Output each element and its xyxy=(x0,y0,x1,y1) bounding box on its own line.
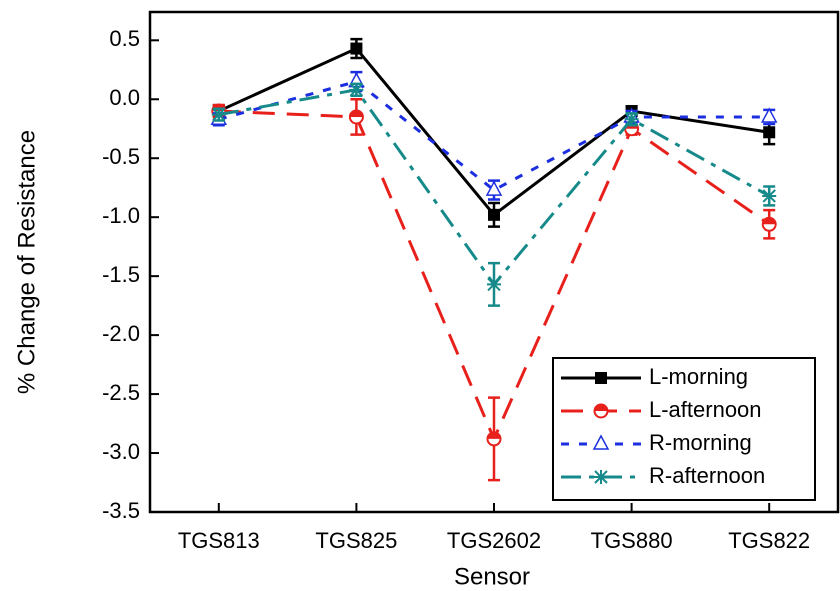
y-tick-label: -2.0 xyxy=(102,321,140,346)
marker-star xyxy=(762,188,777,203)
marker xyxy=(211,107,226,122)
marker xyxy=(348,109,364,125)
marker xyxy=(350,42,363,55)
legend: L-morning L-afternoon R-morning R-afternoon xyxy=(552,357,816,501)
marker-star xyxy=(594,470,608,484)
x-tick-label: TGS2602 xyxy=(447,528,541,553)
y-tick-label: -3.0 xyxy=(102,439,140,464)
y-tick-label: 0.5 xyxy=(109,26,140,51)
marker xyxy=(624,112,639,127)
legend-label: R-morning xyxy=(649,430,752,455)
marker xyxy=(487,277,501,292)
marker-half xyxy=(349,110,363,117)
marker xyxy=(485,180,503,196)
marker xyxy=(349,82,364,97)
legend-label: L-afternoon xyxy=(649,397,762,422)
x-tick-label: TGS822 xyxy=(728,528,810,553)
y-tick-label: -2.5 xyxy=(102,380,140,405)
y-tick-label: -0.5 xyxy=(102,144,140,169)
y-tick-label: 0.0 xyxy=(109,85,140,110)
marker xyxy=(760,107,778,123)
x-tick-label: TGS880 xyxy=(591,528,673,553)
marker-star xyxy=(211,107,226,122)
marker-square xyxy=(488,208,500,221)
marker xyxy=(593,403,609,419)
x-tick-label: TGS813 xyxy=(178,528,260,553)
marker xyxy=(594,470,608,484)
y-tick-label: -1.5 xyxy=(102,262,140,287)
y-axis-title: % Change of Resistance xyxy=(13,130,40,394)
marker-triangle xyxy=(592,434,610,450)
marker-star xyxy=(349,82,364,97)
marker-triangle xyxy=(485,180,503,196)
marker-half xyxy=(594,404,608,411)
marker xyxy=(488,208,500,221)
y-tick-label: -3.5 xyxy=(102,498,140,523)
marker-square xyxy=(763,126,776,139)
marker-square xyxy=(350,42,363,55)
legend-label: R-afternoon xyxy=(649,463,765,488)
marker xyxy=(486,431,502,447)
y-tick-label: -1.0 xyxy=(102,203,140,228)
marker-half xyxy=(487,432,501,439)
marker-triangle xyxy=(760,107,778,123)
legend-label: L-morning xyxy=(649,364,748,389)
marker-half xyxy=(762,217,776,225)
marker xyxy=(762,188,777,203)
series-line xyxy=(218,79,770,192)
marker xyxy=(763,126,776,139)
marker-square xyxy=(595,372,607,384)
marker xyxy=(592,434,610,450)
marker-star xyxy=(487,277,501,292)
marker xyxy=(761,216,777,232)
marker xyxy=(595,372,607,384)
x-tick-label: TGS825 xyxy=(315,528,397,553)
x-axis-title: Sensor xyxy=(454,563,530,590)
marker-star xyxy=(624,112,639,127)
